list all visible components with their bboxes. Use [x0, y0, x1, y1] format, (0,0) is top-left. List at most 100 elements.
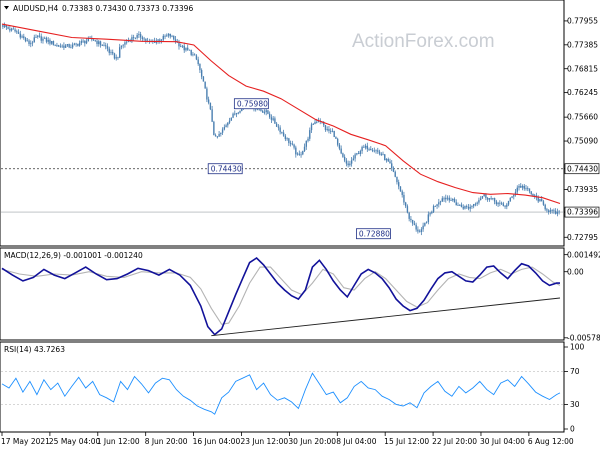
- candle-body: [479, 198, 482, 201]
- candle-body: [56, 45, 58, 46]
- candle-body: [64, 45, 67, 48]
- candle-body: [432, 206, 435, 212]
- candle: [443, 196, 445, 202]
- candle-body: [300, 154, 302, 156]
- candle-body: [267, 110, 269, 114]
- candle: [171, 34, 173, 38]
- price-panel-frame: [0, 0, 565, 247]
- candle-body: [307, 138, 309, 141]
- candle-body: [349, 163, 351, 166]
- candle: [378, 149, 381, 156]
- candle: [289, 140, 292, 147]
- candle-body: [113, 53, 116, 59]
- candle: [14, 27, 16, 33]
- candle-body: [239, 110, 241, 113]
- rsi-panel: RSI(14) 43.7263 100 70 30 0: [0, 341, 585, 434]
- candle-body: [190, 50, 192, 55]
- candle: [216, 135, 219, 139]
- candle-body: [120, 45, 123, 48]
- candle-body: [546, 209, 548, 211]
- candle: [190, 49, 192, 57]
- candle: [26, 38, 28, 42]
- candle: [448, 195, 450, 203]
- candle-body: [70, 47, 72, 49]
- candle-body: [80, 41, 83, 44]
- candle-body: [192, 54, 194, 56]
- candle: [401, 189, 403, 198]
- x-tick-label: 8 Jun 20:00: [145, 437, 188, 446]
- candle: [497, 201, 499, 208]
- candle: [551, 209, 553, 214]
- dropdown-triangle-icon[interactable]: [4, 6, 9, 10]
- candle: [432, 204, 435, 214]
- candle: [228, 117, 231, 125]
- candle-body: [112, 52, 114, 54]
- candle: [511, 196, 513, 199]
- candle-body: [138, 34, 140, 36]
- candle: [178, 39, 180, 50]
- candle-body: [340, 148, 342, 154]
- candle: [68, 43, 70, 49]
- candle: [143, 36, 145, 42]
- x-tick-label: 23 Jun 12:00: [240, 437, 288, 446]
- candle: [439, 200, 442, 206]
- candle: [237, 111, 239, 115]
- candle: [333, 130, 335, 138]
- candle-body: [106, 46, 109, 49]
- candle-body: [187, 47, 189, 50]
- candle: [92, 38, 95, 42]
- candle-body: [464, 206, 466, 209]
- candle: [434, 205, 437, 207]
- candle: [314, 119, 316, 125]
- ohlc-header: 0.73383 0.73430 0.73373 0.73396: [62, 4, 193, 13]
- price-tick-label: 0.73935: [567, 185, 598, 194]
- price-tick-label: 0.75660: [567, 113, 598, 122]
- candle: [31, 40, 34, 47]
- candle-body: [33, 37, 35, 43]
- candle-body: [356, 153, 358, 155]
- candle-body: [434, 206, 437, 207]
- candle-body: [359, 151, 362, 154]
- candle-body: [532, 194, 534, 197]
- candle: [122, 44, 124, 49]
- candle: [492, 197, 494, 201]
- candle: [553, 208, 555, 214]
- candle-body: [413, 223, 416, 225]
- candle-body: [490, 198, 492, 199]
- candle-body: [415, 224, 417, 230]
- candle-body: [85, 41, 88, 44]
- candle: [209, 102, 212, 111]
- candle-body: [157, 39, 159, 41]
- candle: [267, 110, 269, 115]
- candle: [490, 195, 492, 201]
- candle-body: [544, 204, 546, 210]
- candle: [542, 199, 545, 206]
- watermark: ActionForex.com: [352, 31, 495, 52]
- candle-body: [21, 36, 23, 38]
- macd-panel-frame: [0, 247, 565, 341]
- candle-body: [272, 118, 274, 120]
- rsi-tick-label: 0: [570, 425, 575, 434]
- candle: [71, 42, 74, 49]
- candle-body: [232, 113, 234, 118]
- candle: [110, 49, 112, 56]
- candle-body: [268, 113, 271, 118]
- price-tick-box: [564, 206, 600, 218]
- candle-body: [331, 130, 334, 132]
- candle-body: [507, 200, 510, 205]
- candle-body: [139, 34, 142, 38]
- candle: [52, 40, 55, 46]
- candle-body: [295, 147, 297, 155]
- candle: [486, 196, 489, 202]
- candle: [495, 199, 498, 206]
- candle-body: [429, 213, 431, 215]
- candle: [363, 144, 365, 148]
- candle: [418, 229, 421, 233]
- candle: [385, 158, 388, 163]
- candle: [356, 152, 358, 156]
- candle-body: [159, 39, 161, 41]
- candle: [364, 143, 367, 150]
- candle-body: [223, 127, 226, 130]
- candle-body: [75, 43, 77, 45]
